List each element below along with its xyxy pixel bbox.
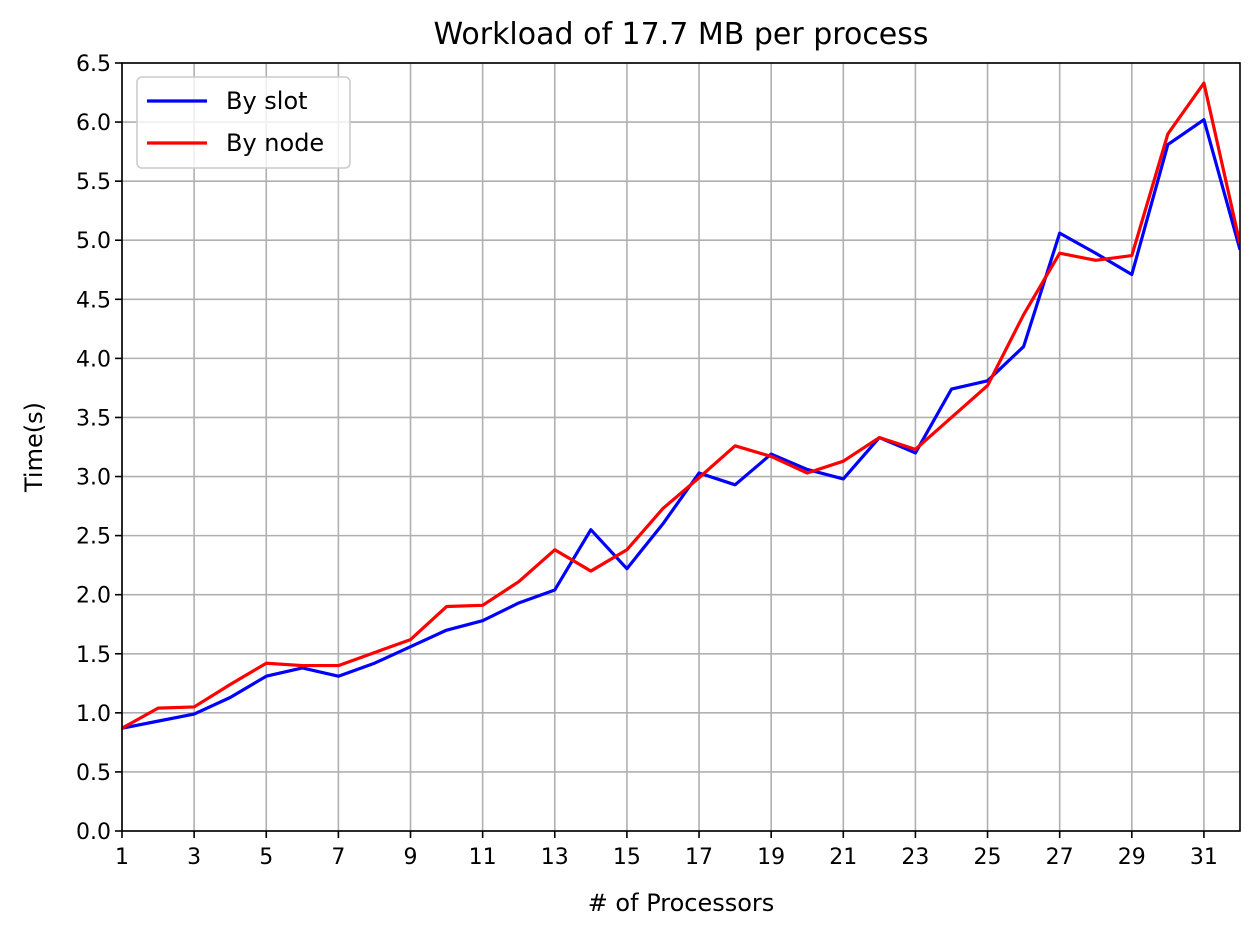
x-tick-label: 13 [541,845,569,870]
plot-frame [121,62,1241,832]
grid [121,62,1240,832]
y-axis-label: Time(s) [20,402,48,493]
y-tick-label: 0.5 [76,761,111,786]
x-tick-label: 7 [331,845,345,870]
x-tick-label: 31 [1190,845,1218,870]
x-tick-label: 1 [115,845,129,870]
series-line-by-node [122,81,1240,730]
y-tick-label: 3.5 [76,406,111,431]
x-tick-label: 11 [469,845,497,870]
y-tick-label: 5.5 [76,170,111,195]
y-tick-label: 0.0 [76,820,111,845]
y-tick-label: 6.5 [76,52,111,77]
x-tick-label: 25 [974,845,1002,870]
series-line-by-slot [122,118,1240,730]
y-tick-label: 1.0 [76,702,111,727]
x-tick-label: 15 [613,845,641,870]
x-tick-label: 19 [757,845,785,870]
x-axis-label: # of Processors [588,889,775,917]
axis-ticks: 1 3 5 7 9 11 13 15 17 19 21 23 25 27 29 310.00.51.01.52… [76,52,1218,870]
legend-label: By node [226,129,324,157]
x-tick-label: 5 [259,845,273,870]
legend: By slot By node [136,76,351,169]
series-lines [122,81,1240,730]
y-tick-label: 4.0 [76,347,111,372]
y-tick-label: 6.0 [76,111,111,136]
y-tick-label: 2.5 [76,525,111,550]
y-tick-label: 1.5 [76,643,111,668]
y-tick-label: 4.5 [76,288,111,313]
x-tick-label: 23 [901,845,929,870]
x-tick-label: 17 [685,845,713,870]
x-tick-label: 3 [187,845,201,870]
x-tick-label: 21 [829,845,857,870]
y-tick-label: 5.0 [76,229,111,254]
x-tick-label: 9 [404,845,418,870]
x-tick-label: 29 [1118,845,1146,870]
y-tick-label: 3.0 [76,466,111,491]
chart-title: Workload of 17.7 MB per process [433,17,928,52]
legend-label: By slot [226,87,308,115]
y-tick-label: 2.0 [76,584,111,609]
x-tick-label: 27 [1046,845,1074,870]
